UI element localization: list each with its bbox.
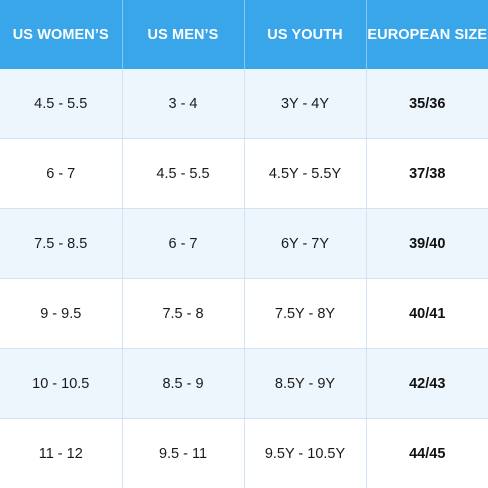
cell-us-youth: 7.5Y - 8Y	[244, 278, 367, 349]
cell-european-size: 39/40	[366, 208, 488, 279]
table-row: 9 - 9.5 7.5 - 8 7.5Y - 8Y 40/41	[0, 278, 488, 349]
cell-european-size: 40/41	[366, 278, 488, 349]
cell-us-womens: 9 - 9.5	[0, 278, 123, 349]
cell-us-youth: 9.5Y - 10.5Y	[244, 418, 367, 488]
header-row: US WOMEN’S US MEN’S US YOUTH EUROPEAN SI…	[0, 0, 488, 69]
header-us-womens: US WOMEN’S	[0, 0, 123, 69]
table-row: 7.5 - 8.5 6 - 7 6Y - 7Y 39/40	[0, 208, 488, 279]
cell-us-womens: 7.5 - 8.5	[0, 208, 123, 279]
cell-us-mens: 8.5 - 9	[122, 348, 245, 419]
cell-us-mens: 7.5 - 8	[122, 278, 245, 349]
cell-us-youth: 4.5Y - 5.5Y	[244, 138, 367, 209]
cell-us-mens: 6 - 7	[122, 208, 245, 279]
cell-european-size: 44/45	[366, 418, 488, 488]
table-row: 10 - 10.5 8.5 - 9 8.5Y - 9Y 42/43	[0, 348, 488, 419]
cell-us-womens: 6 - 7	[0, 138, 123, 209]
cell-us-mens: 9.5 - 11	[122, 418, 245, 488]
table-row: 4.5 - 5.5 3 - 4 3Y - 4Y 35/36	[0, 69, 488, 139]
cell-us-womens: 11 - 12	[0, 418, 123, 488]
cell-us-youth: 8.5Y - 9Y	[244, 348, 367, 419]
table-row: 11 - 12 9.5 - 11 9.5Y - 10.5Y 44/45	[0, 418, 488, 488]
table-row: 6 - 7 4.5 - 5.5 4.5Y - 5.5Y 37/38	[0, 138, 488, 209]
cell-european-size: 37/38	[366, 138, 488, 209]
cell-european-size: 35/36	[366, 69, 488, 139]
cell-us-mens: 3 - 4	[122, 69, 245, 139]
header-us-mens: US MEN’S	[122, 0, 245, 69]
cell-us-mens: 4.5 - 5.5	[122, 138, 245, 209]
header-us-youth: US YOUTH	[244, 0, 367, 69]
header-european-size: EUROPEAN SIZE	[366, 0, 488, 69]
cell-us-youth: 6Y - 7Y	[244, 208, 367, 279]
cell-european-size: 42/43	[366, 348, 488, 419]
cell-us-womens: 4.5 - 5.5	[0, 69, 123, 139]
cell-us-womens: 10 - 10.5	[0, 348, 123, 419]
cell-us-youth: 3Y - 4Y	[244, 69, 367, 139]
